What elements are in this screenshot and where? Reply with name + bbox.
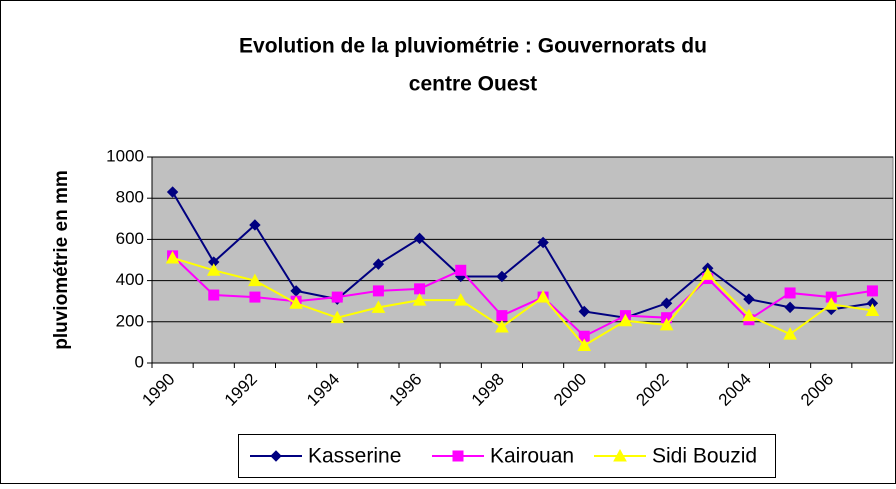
legend-label: Sidi Bouzid bbox=[652, 445, 757, 468]
chart-title: centre Ouest bbox=[409, 73, 537, 96]
y-tick-label: 200 bbox=[116, 311, 144, 330]
marker bbox=[659, 317, 674, 331]
marker bbox=[700, 267, 715, 280]
legend-label: Kairouan bbox=[490, 445, 574, 468]
marker bbox=[618, 313, 633, 327]
legend-marker bbox=[270, 450, 282, 462]
marker bbox=[371, 300, 386, 313]
marker bbox=[372, 285, 384, 297]
legend-box bbox=[238, 434, 776, 478]
marker bbox=[742, 308, 756, 322]
y-tick-label: 400 bbox=[116, 270, 144, 289]
legend-label: Kasserine bbox=[308, 445, 401, 468]
marker bbox=[289, 296, 303, 309]
marker bbox=[577, 338, 592, 351]
marker bbox=[496, 310, 508, 322]
marker bbox=[824, 297, 839, 310]
marker bbox=[743, 293, 755, 305]
legend-marker bbox=[452, 450, 464, 462]
marker bbox=[249, 291, 261, 303]
marker bbox=[206, 263, 221, 276]
marker bbox=[412, 293, 427, 306]
marker bbox=[496, 270, 508, 283]
marker bbox=[413, 232, 426, 245]
marker bbox=[865, 303, 880, 316]
marker bbox=[331, 291, 343, 303]
marker bbox=[578, 305, 590, 318]
marker bbox=[784, 287, 796, 299]
marker bbox=[866, 285, 878, 297]
marker bbox=[660, 297, 673, 309]
y-tick-label: 0 bbox=[135, 352, 144, 371]
marker bbox=[495, 319, 509, 333]
marker bbox=[165, 250, 180, 264]
marker bbox=[783, 327, 797, 340]
marker bbox=[453, 293, 468, 306]
series-line bbox=[172, 256, 873, 347]
y-tick-label: 800 bbox=[116, 188, 144, 207]
legend-marker bbox=[613, 448, 627, 462]
y-tick-label: 600 bbox=[116, 229, 144, 248]
marker bbox=[208, 289, 220, 301]
marker bbox=[249, 219, 261, 231]
marker bbox=[455, 264, 467, 276]
chart-title: Evolution de la pluviométrie : Gouvernor… bbox=[239, 35, 707, 58]
marker bbox=[414, 283, 426, 295]
y-tick-label: 1000 bbox=[106, 146, 144, 165]
series-line bbox=[171, 191, 873, 319]
marker bbox=[372, 258, 385, 270]
marker bbox=[537, 236, 549, 249]
marker bbox=[166, 186, 179, 198]
marker bbox=[248, 273, 262, 287]
y-axis-label: pluviométrie en mm bbox=[51, 170, 72, 350]
marker bbox=[784, 301, 796, 314]
marker bbox=[330, 310, 345, 324]
marker bbox=[536, 290, 550, 303]
